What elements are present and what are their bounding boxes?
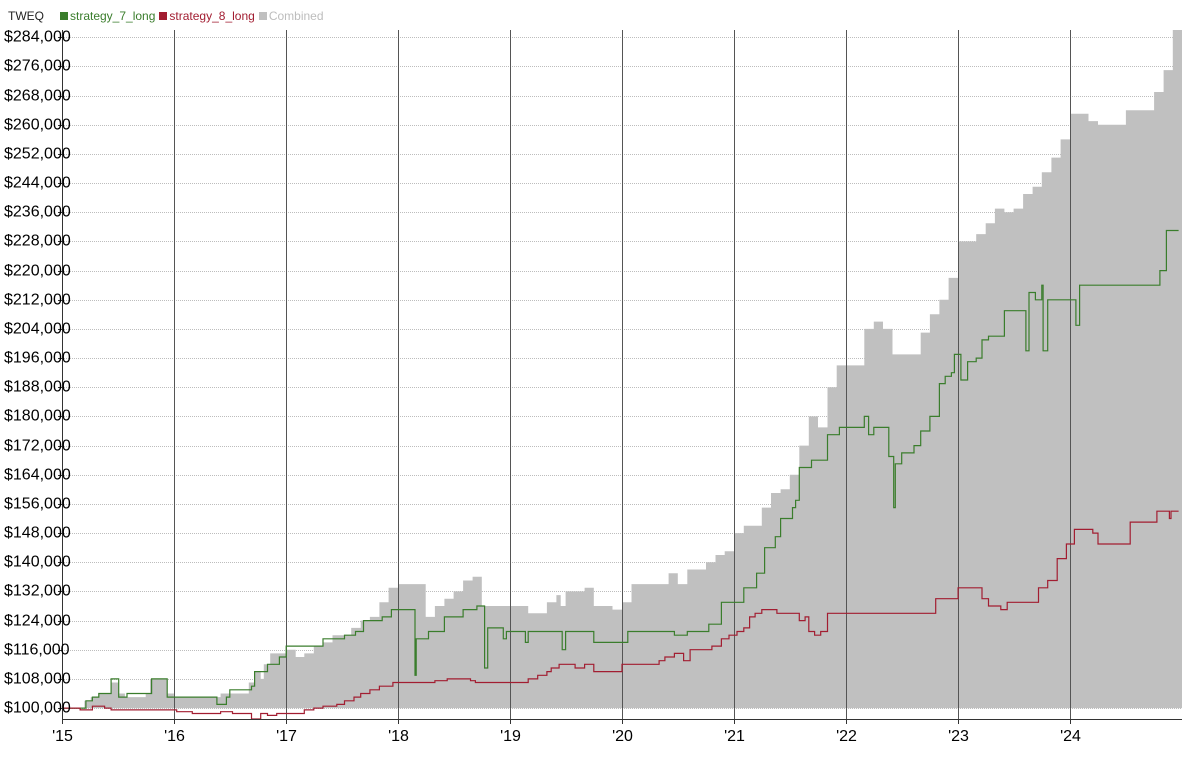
legend-item-strategy-7[interactable]: strategy_7_long: [60, 9, 155, 23]
legend: TWEQ strategy_7_long strategy_8_long Com…: [8, 8, 328, 24]
y-tick-label: $108,000: [4, 671, 71, 688]
y-tick-label: $260,000: [4, 117, 71, 134]
strategy-7-long-line: [62, 229, 1179, 709]
x-tick-label: '24: [1060, 728, 1081, 745]
y-tick-label: $220,000: [4, 263, 71, 280]
y-tick-label: $252,000: [4, 146, 71, 163]
y-tick-label: $188,000: [4, 379, 71, 396]
y-tick-label: $148,000: [4, 525, 71, 542]
y-tick-label: $124,000: [4, 613, 71, 630]
y-axis-ticks: $100,000 $108,000 $116,000 $124,000 $132,000…: [4, 29, 71, 717]
series-lines: [62, 229, 1179, 720]
y-tick-label: $100,000: [4, 700, 71, 717]
x-tick-label: '19: [500, 728, 521, 745]
y-tick-label: $132,000: [4, 583, 71, 600]
y-tick-label: $116,000: [4, 642, 70, 659]
x-tick-label: '15: [52, 728, 73, 745]
x-axis-ticks: '15 '16 '17 '18 '19 '20 '21 '22 '23 '24: [52, 719, 1081, 745]
y-tick-label: $164,000: [4, 467, 71, 484]
x-tick-label: '21: [724, 728, 745, 745]
y-tick-label: $172,000: [4, 438, 71, 455]
strategy-8-long-line: [62, 510, 1179, 720]
legend-item-combined[interactable]: Combined: [258, 9, 324, 23]
x-tick-label: '17: [276, 728, 297, 745]
legend-swatch-strategy-7: [60, 12, 68, 20]
x-tick-label: '22: [836, 728, 857, 745]
legend-swatch-strategy-8: [159, 12, 168, 20]
legend-swatch-combined: [258, 12, 267, 20]
y-tick-label: $228,000: [4, 233, 71, 250]
y-tick-label: $268,000: [4, 88, 71, 105]
x-tick-label: '16: [164, 728, 185, 745]
legend-item-strategy-8[interactable]: strategy_8_long: [159, 9, 255, 23]
y-tick-label: $140,000: [4, 554, 71, 571]
y-tick-label: $284,000: [4, 29, 71, 46]
legend-label-strategy-7: strategy_7_long: [70, 9, 156, 23]
legend-label-strategy-8: strategy_8_long: [169, 9, 255, 23]
y-tick-label: $180,000: [4, 408, 71, 425]
y-tick-label: $156,000: [4, 496, 71, 513]
y-tick-label: $204,000: [4, 321, 71, 338]
y-tick-label: $196,000: [4, 350, 71, 367]
x-tick-label: '23: [948, 728, 969, 745]
legend-label-combined: Combined: [268, 9, 324, 23]
y-tick-label: $244,000: [4, 175, 71, 192]
vertical-gridlines: [174, 30, 1071, 719]
combined-area-shape: [62, 30, 1182, 709]
x-tick-label: '20: [612, 728, 633, 745]
x-tick-label: '18: [388, 728, 409, 745]
chart-title: TWEQ: [8, 9, 44, 23]
y-tick-label: $276,000: [4, 58, 71, 75]
combined-area: [62, 30, 1182, 709]
y-tick-label: $212,000: [4, 292, 71, 309]
y-tick-label: $236,000: [4, 204, 71, 221]
